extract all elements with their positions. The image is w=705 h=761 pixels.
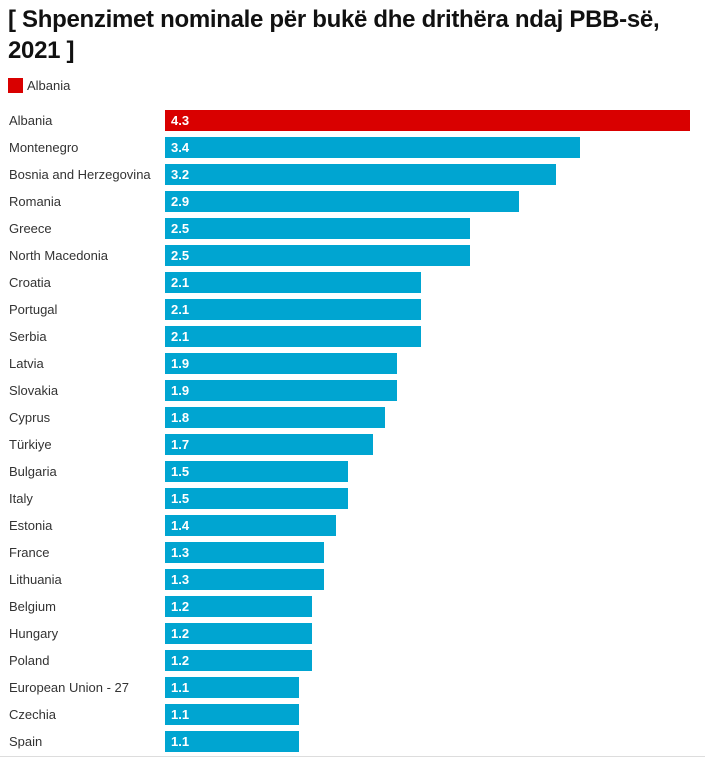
category-label-european-union-27: European Union - 27	[9, 680, 129, 695]
category-label-france: France	[9, 545, 50, 560]
bottom-divider	[0, 756, 705, 757]
bar-greece	[165, 218, 470, 239]
value-label-albania: 4.3	[171, 113, 190, 128]
value-label-croatia: 2.1	[171, 275, 190, 290]
category-label-latvia: Latvia	[9, 356, 44, 371]
bar-spain	[165, 731, 299, 752]
value-label-hungary: 1.2	[171, 626, 190, 641]
value-label-bulgaria: 1.5	[171, 464, 190, 479]
legend-label-albania: Albania	[27, 78, 71, 93]
value-label-estonia: 1.4	[171, 518, 190, 533]
category-label-albania: Albania	[9, 113, 53, 128]
category-label-t-rkiye: Türkiye	[9, 437, 52, 452]
bar-france	[165, 542, 324, 563]
bar-belgium	[165, 596, 312, 617]
bar-montenegro	[165, 137, 580, 158]
category-label-montenegro: Montenegro	[9, 140, 79, 155]
category-label-czechia: Czechia	[9, 707, 56, 722]
value-label-italy: 1.5	[171, 491, 190, 506]
bar-cyprus	[165, 407, 385, 428]
bar-slovakia	[165, 380, 397, 401]
category-label-serbia: Serbia	[9, 329, 47, 344]
value-label-greece: 2.5	[171, 221, 190, 236]
category-label-estonia: Estonia	[9, 518, 53, 533]
value-label-european-union-27: 1.1	[171, 680, 190, 695]
category-label-croatia: Croatia	[9, 275, 51, 290]
category-label-spain: Spain	[9, 734, 43, 749]
category-label-bulgaria: Bulgaria	[9, 464, 57, 479]
bar-hungary	[165, 623, 312, 644]
value-label-latvia: 1.9	[171, 356, 190, 371]
bar-serbia	[165, 326, 421, 347]
value-label-czechia: 1.1	[171, 707, 190, 722]
category-label-italy: Italy	[9, 491, 33, 506]
value-label-spain: 1.1	[171, 734, 190, 749]
legend-swatch-albania	[8, 78, 23, 93]
category-label-lithuania: Lithuania	[9, 572, 62, 587]
bar-croatia	[165, 272, 421, 293]
value-label-north-macedonia: 2.5	[171, 248, 190, 263]
category-label-poland: Poland	[9, 653, 50, 668]
category-label-portugal: Portugal	[9, 302, 58, 317]
bar-romania	[165, 191, 519, 212]
value-label-poland: 1.2	[171, 653, 190, 668]
value-label-montenegro: 3.4	[171, 140, 190, 155]
value-label-belgium: 1.2	[171, 599, 190, 614]
value-label-cyprus: 1.8	[171, 410, 190, 425]
category-label-cyprus: Cyprus	[9, 410, 51, 425]
value-label-slovakia: 1.9	[171, 383, 190, 398]
bar-estonia	[165, 515, 336, 536]
value-label-t-rkiye: 1.7	[171, 437, 190, 452]
bar-latvia	[165, 353, 397, 374]
chart-title: [ Shpenzimet nominale për bukë dhe drith…	[8, 6, 660, 64]
chart-legend: Albania	[8, 78, 70, 93]
category-label-romania: Romania	[9, 194, 62, 209]
category-label-hungary: Hungary	[9, 626, 59, 641]
bar-italy	[165, 488, 348, 509]
value-label-romania: 2.9	[171, 194, 190, 209]
value-label-france: 1.3	[171, 545, 190, 560]
value-label-serbia: 2.1	[171, 329, 190, 344]
category-label-slovakia: Slovakia	[9, 383, 59, 398]
category-label-bosnia-and-herzegovina: Bosnia and Herzegovina	[9, 167, 151, 182]
value-label-portugal: 2.1	[171, 302, 190, 317]
bar-north-macedonia	[165, 245, 470, 266]
bar-lithuania	[165, 569, 324, 590]
category-label-north-macedonia: North Macedonia	[9, 248, 108, 263]
bar-albania	[165, 110, 690, 131]
value-label-lithuania: 1.3	[171, 572, 190, 587]
bar-portugal	[165, 299, 421, 320]
category-label-belgium: Belgium	[9, 599, 56, 614]
bar-czechia	[165, 704, 299, 725]
bar-european-union-27	[165, 677, 299, 698]
bar-poland	[165, 650, 312, 671]
bar-t-rkiye	[165, 434, 373, 455]
value-label-bosnia-and-herzegovina: 3.2	[171, 167, 190, 182]
bar-bulgaria	[165, 461, 348, 482]
bar-bosnia-and-herzegovina	[165, 164, 556, 185]
category-label-greece: Greece	[9, 221, 52, 236]
